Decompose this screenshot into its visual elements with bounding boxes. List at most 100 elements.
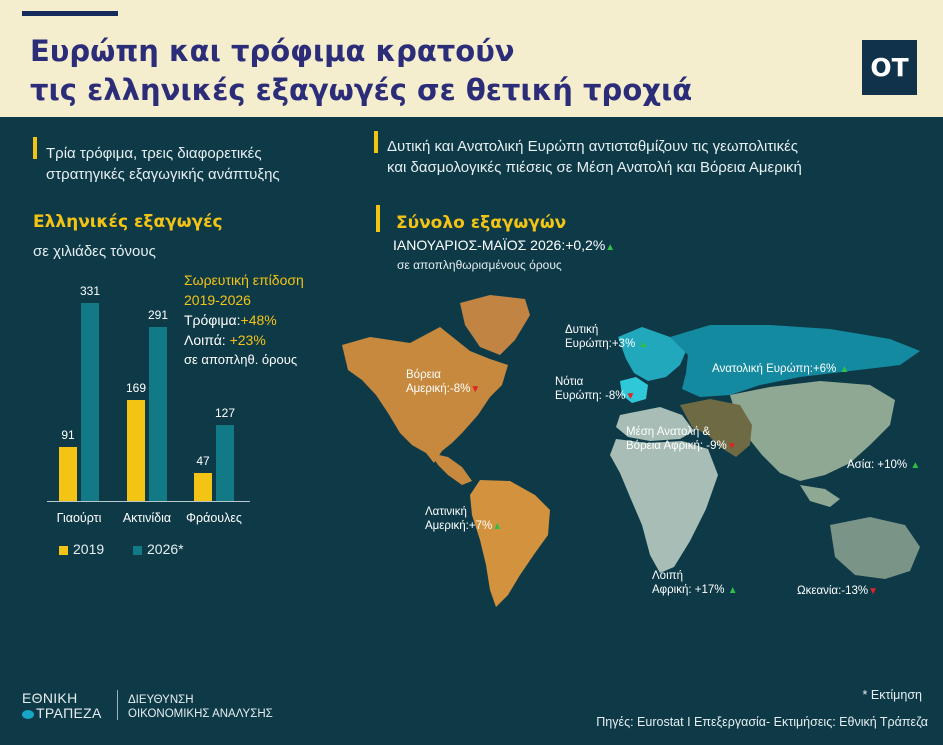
down-arrow-icon: ▼ xyxy=(726,441,737,452)
left-intro-line-2: στρατηγικές εξαγωγικής ανάπτυξης xyxy=(46,166,280,183)
legend-swatch-2019 xyxy=(59,546,68,555)
western-europe-value: +3% xyxy=(611,338,636,350)
cumulative-line-2: 2019-2026 xyxy=(184,292,251,308)
category-label: Γιαούρτι xyxy=(56,511,102,525)
label-oceania: Ωκεανία:-13%▼ xyxy=(797,584,878,599)
bar-value-label: 331 xyxy=(79,284,101,298)
label-western-europe: Δυτική Ευρώπη:+3% ▲ xyxy=(565,323,648,352)
up-arrow-icon: ▲ xyxy=(638,339,649,350)
legend-label-2019: 2019 xyxy=(73,541,105,557)
latin-america-value: +7% xyxy=(468,520,493,532)
map-north-america xyxy=(342,327,508,463)
exports-title: Ελληνικές εξαγωγές xyxy=(33,212,223,232)
nbg-logo: ΕΘΝΙΚΗ ΤΡΑΠΕΖΑ xyxy=(22,691,102,721)
eastern-europe-name: Ανατολική Ευρώπη: xyxy=(712,363,813,375)
eastern-europe-value: +6% xyxy=(812,363,837,375)
total-marker xyxy=(376,205,380,232)
map-central-america xyxy=(430,453,472,485)
estimate-note: * Εκτίμηση xyxy=(862,688,922,702)
legend-swatch-2026 xyxy=(133,546,142,555)
latin-america-line1: Λατινική xyxy=(425,506,467,518)
food-value: +48% xyxy=(240,312,277,328)
north-america-value: -8% xyxy=(449,383,471,395)
brand-line-1: ΕΘΝΙΚΗ xyxy=(22,690,78,706)
bar-Φράουλες-2026* xyxy=(216,425,234,501)
other-value: +23% xyxy=(229,332,266,348)
map-greenland xyxy=(460,295,530,355)
division-line-1: ΔΙΕΥΘΥΝΣΗ xyxy=(128,694,194,706)
label-asia: Ασία: +10% ▲ xyxy=(847,458,920,473)
oceania-line2: Ωκεανία:-13%▼ xyxy=(797,584,878,599)
map-islands xyxy=(800,485,840,507)
category-label: Ακτινίδια xyxy=(122,511,172,525)
left-intro-line-1: Τρία τρόφιμα, τρεις διαφορετικές xyxy=(46,145,262,162)
title-line-2: τις ελληνικές εξαγωγές σε θετική τροχιά xyxy=(30,73,693,107)
rest-africa-line2: Αφρική: +17% ▲ xyxy=(652,583,738,598)
southern-europe-line1: Νότια xyxy=(555,376,584,388)
total-period-text: ΙΑΝΟΥΑΡΙΟΣ-ΜΑΪΟΣ 2026:+0,2% xyxy=(393,237,606,253)
western-europe-name: Ευρώπη: xyxy=(565,338,612,350)
bar-value-label: 291 xyxy=(147,307,169,322)
division-line-2: ΟΙΚΟΝΟΜΙΚΗΣ ΑΝΑΛΥΣΗΣ xyxy=(128,708,273,720)
other-label: Λοιπά: xyxy=(184,332,226,348)
cumulative-block: Σωρευτική επίδοση 2019-2026 Τρόφιμα:+48%… xyxy=(184,270,304,370)
category-label: Φράουλες xyxy=(186,511,242,525)
brand-line-2: ΤΡΑΠΕΖΑ xyxy=(22,706,102,721)
up-arrow-icon: ▲ xyxy=(839,364,850,375)
asia-line2: Ασία: +10% ▲ xyxy=(847,458,920,473)
cumulative-other: Λοιπά: +23% xyxy=(184,330,304,350)
cumulative-note: σε αποπληθ. όρους xyxy=(184,352,298,367)
map-western-europe xyxy=(618,327,686,381)
chart-axis xyxy=(47,501,250,502)
map-mena xyxy=(680,399,752,457)
brand-line-2-text: ΤΡΑΠΕΖΑ xyxy=(36,705,102,721)
up-arrow-icon: ▲ xyxy=(492,521,503,532)
page-title: Ευρώπη και τρόφιμα κρατούν τις ελληνικές… xyxy=(30,32,692,110)
western-europe-line1: Δυτική xyxy=(565,324,599,336)
food-label: Τρόφιμα: xyxy=(184,312,241,328)
right-intro: Δυτική και Ανατολική Ευρώπη αντισταθμίζο… xyxy=(387,136,802,178)
left-intro: Τρία τρόφιμα, τρεις διαφορετικές στρατηγ… xyxy=(46,143,280,185)
cumulative-line-1: Σωρευτική επίδοση xyxy=(184,272,304,288)
mena-line2: Βόρεια Αφρική: -9%▼ xyxy=(626,439,737,454)
title-line-1: Ευρώπη και τρόφιμα κρατούν xyxy=(30,34,515,68)
bar-value-label: 127 xyxy=(214,406,236,421)
bar-Ακτινίδια-2019 xyxy=(127,399,145,501)
ot-logo: ΟΤ xyxy=(862,40,917,95)
right-intro-line-1: Δυτική και Ανατολική Ευρώπη αντισταθμίζο… xyxy=(387,138,799,155)
down-arrow-icon: ▼ xyxy=(868,586,879,597)
bar-Φράουλες-2019 xyxy=(194,472,212,501)
right-intro-line-2: και δασμολογικές πιέσεις σε Μέση Ανατολή… xyxy=(387,159,802,176)
label-eastern-europe: Ανατολική Ευρώπη:+6% ▲ xyxy=(712,362,849,377)
exports-unit: σε χιλιάδες τόνους xyxy=(33,243,156,260)
label-southern-europe: Νότια Ευρώπη: -8%▼ xyxy=(555,375,635,404)
division-text: ΔΙΕΥΘΥΝΣΗ ΟΙΚΟΝΟΜΙΚΗΣ ΑΝΑΛΥΣΗΣ xyxy=(128,693,273,721)
mena-name: Βόρεια Αφρική: xyxy=(626,440,704,452)
rest-africa-value: +17% xyxy=(691,584,725,596)
map-north-africa xyxy=(616,407,694,441)
eastern-europe-line2: Ανατολική Ευρώπη:+6% ▲ xyxy=(712,362,849,377)
latin-america-line2: Αμερική:+7%▲ xyxy=(425,519,502,534)
total-up-icon: ▲ xyxy=(605,242,616,253)
label-latin-america: Λατινική Αμερική:+7%▲ xyxy=(425,505,502,534)
southern-europe-name: Ευρώπη: xyxy=(555,390,602,402)
bar-value-label: 169 xyxy=(125,380,147,395)
bar-Γιαούρτι-2026* xyxy=(81,303,99,501)
label-rest-africa: Λοιπή Αφρική: +17% ▲ xyxy=(652,569,738,598)
label-mena: Μέση Ανατολή & Βόρεια Αφρική: -9%▼ xyxy=(626,425,737,454)
asia-name: Ασία: xyxy=(847,459,875,471)
right-intro-marker xyxy=(374,131,378,153)
oceania-name: Ωκεανία: xyxy=(797,585,842,597)
rest-africa-name: Αφρική: xyxy=(652,584,692,596)
latin-america-name: Αμερική: xyxy=(425,520,469,532)
total-note: σε αποπληθωρισμένους όρους xyxy=(397,258,562,272)
cumulative-food: Τρόφιμα:+48% xyxy=(184,310,304,330)
oceania-value: -13% xyxy=(841,585,869,597)
sources-note: Πηγές: Eurostat I Επεξεργασία- Εκτιμήσει… xyxy=(596,715,928,729)
up-arrow-icon: ▲ xyxy=(727,585,738,596)
brand-dot-icon xyxy=(22,709,34,719)
left-intro-marker xyxy=(33,137,37,159)
map-asia xyxy=(730,381,895,481)
asia-value: +10% xyxy=(874,459,908,471)
southern-europe-line2: Ευρώπη: -8%▼ xyxy=(555,389,635,404)
